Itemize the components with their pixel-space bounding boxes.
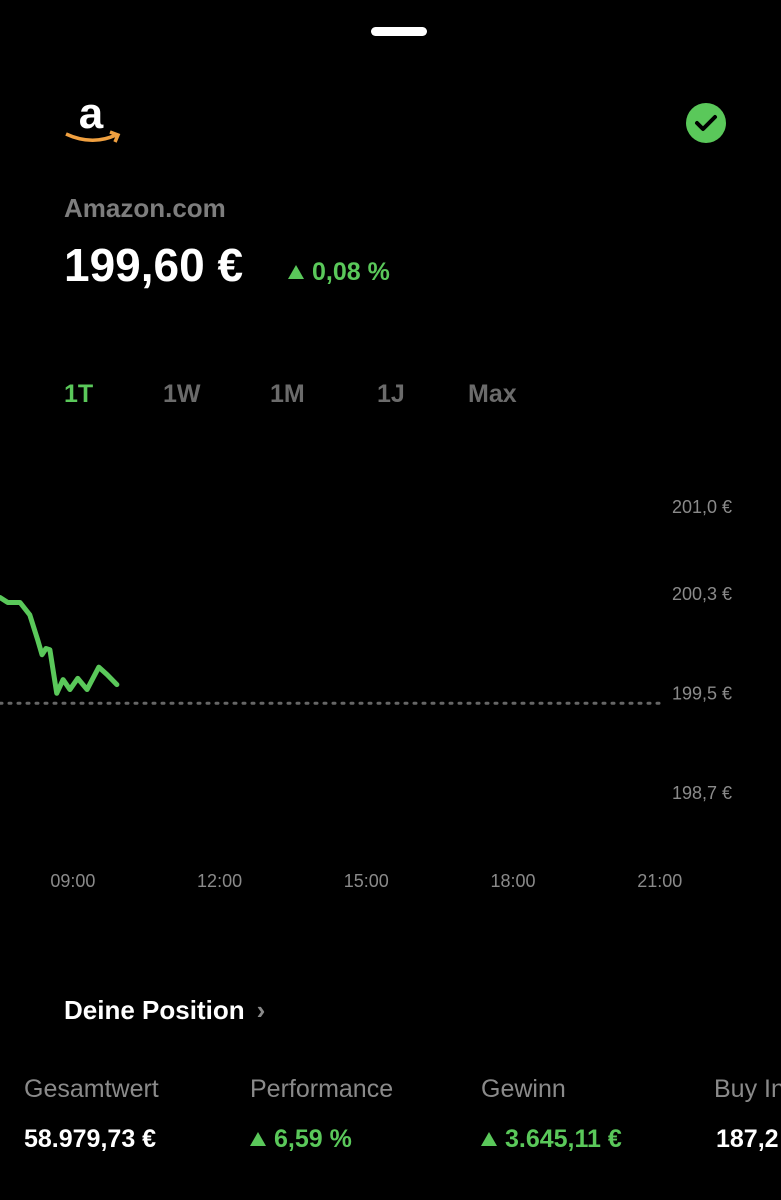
x-tick-label: 18:00 xyxy=(490,871,535,891)
stat-label: Gesamtwert xyxy=(24,1075,159,1103)
y-tick-label: 199,5 € xyxy=(672,683,732,703)
logo-smile xyxy=(65,130,121,143)
price-line xyxy=(0,595,120,696)
position-link[interactable]: Deine Position › xyxy=(64,995,265,1026)
y-tick-label: 200,3 € xyxy=(672,584,732,604)
tab[interactable]: 1W xyxy=(163,380,201,408)
company-name: Amazon.com xyxy=(64,193,226,223)
tab[interactable]: 1M xyxy=(270,380,305,408)
x-tick-label: 12:00 xyxy=(197,871,242,891)
stat-label: Buy In xyxy=(714,1075,781,1103)
stat-value: 6,59 % xyxy=(250,1125,352,1154)
stat-value: 187,2 xyxy=(716,1125,779,1153)
y-tick-label: 201,0 € xyxy=(672,497,732,517)
tab[interactable]: Max xyxy=(468,380,517,408)
tab[interactable]: 1T xyxy=(64,380,94,408)
logo-letter: a xyxy=(78,89,104,138)
price-chart: 201,0 € 200,3 € 199,5 € 198,7 € 09:00 12:00 15… xyxy=(0,497,732,891)
chevron: › xyxy=(256,995,266,1025)
logo: a xyxy=(62,90,122,150)
stat-value: 3.645,11 € xyxy=(481,1125,622,1154)
stat-label: Performance xyxy=(250,1075,394,1103)
drag-handle xyxy=(371,27,427,36)
y-tick-label: 198,7 € xyxy=(672,783,732,803)
check-badge[interactable] xyxy=(685,102,727,144)
x-tick-label: 15:00 xyxy=(344,871,389,891)
stat-label: Gewinn xyxy=(481,1075,566,1103)
price: 199,60 € xyxy=(64,239,244,291)
x-tick-label: 09:00 xyxy=(50,871,95,891)
tab[interactable]: 1J xyxy=(377,380,405,408)
x-tick-label: 21:00 xyxy=(637,871,682,891)
price-change: 0,08 % xyxy=(288,258,390,287)
position-title: Deine Position xyxy=(64,995,245,1025)
stat-value: 58.979,73 € xyxy=(24,1125,157,1153)
